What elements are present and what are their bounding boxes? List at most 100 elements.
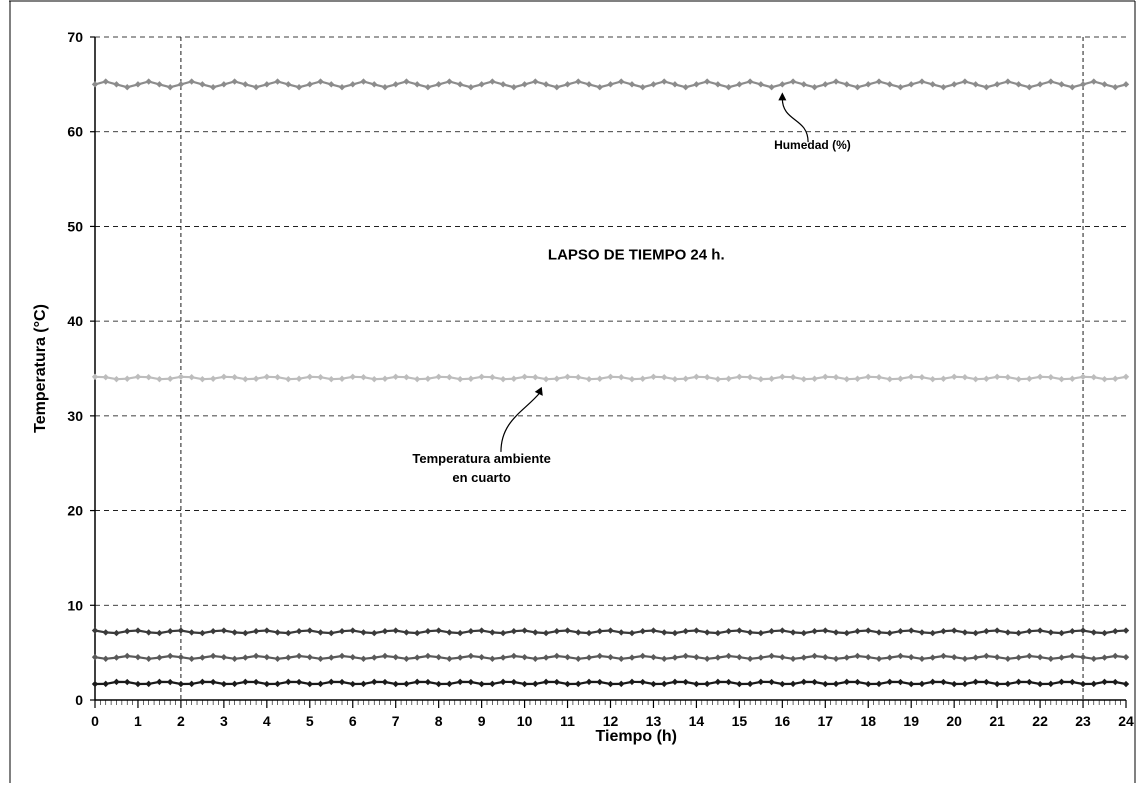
series-3-point bbox=[682, 652, 689, 660]
series-0-point bbox=[822, 81, 829, 88]
series-1-point bbox=[499, 375, 507, 383]
series-1-point bbox=[199, 375, 206, 383]
series-2-point bbox=[489, 629, 496, 636]
x-tick-label-15: 15 bbox=[732, 713, 748, 729]
series-4-point bbox=[865, 680, 872, 688]
series-1-point bbox=[865, 373, 872, 380]
series-2-point bbox=[929, 629, 936, 637]
series-2-point bbox=[800, 629, 808, 637]
series-4-point bbox=[274, 680, 281, 688]
series-4-point bbox=[499, 678, 507, 686]
series-4-point bbox=[950, 680, 958, 688]
series-4-point bbox=[811, 678, 818, 686]
series-1-point bbox=[929, 375, 936, 383]
y-tick-label-60: 60 bbox=[67, 124, 83, 140]
series-0-point bbox=[199, 81, 206, 88]
series-2-point bbox=[618, 629, 625, 636]
series-3-point bbox=[822, 653, 829, 661]
series-1-point bbox=[489, 374, 496, 381]
series-0-point bbox=[618, 78, 625, 85]
series-1-point bbox=[252, 375, 260, 382]
series-0-point bbox=[585, 81, 593, 88]
series-4-point bbox=[940, 678, 947, 686]
series-2-point bbox=[1047, 629, 1055, 636]
series-1-point bbox=[91, 373, 99, 380]
series-4-point bbox=[424, 678, 432, 686]
series-4-point bbox=[317, 680, 324, 688]
series-3-point bbox=[424, 652, 432, 660]
series-2-point bbox=[650, 627, 657, 634]
y-tick-label-40: 40 bbox=[67, 313, 83, 329]
series-0-point bbox=[499, 81, 507, 88]
series-3-point bbox=[1004, 655, 1012, 662]
series-1-point bbox=[177, 373, 185, 380]
series-0-point bbox=[349, 81, 356, 88]
series-0-point bbox=[1122, 81, 1130, 88]
series-3-point bbox=[478, 653, 485, 661]
series-4-point bbox=[1036, 680, 1044, 688]
series-1-point bbox=[1058, 375, 1065, 383]
series-0-point bbox=[156, 81, 163, 88]
series-4-point bbox=[682, 678, 689, 686]
series-4-point bbox=[757, 678, 765, 686]
series-3-point bbox=[91, 653, 99, 661]
series-0-point bbox=[703, 78, 711, 85]
series-4-point bbox=[467, 678, 475, 686]
series-1-point bbox=[392, 373, 399, 380]
series-0-point bbox=[392, 81, 399, 88]
series-4-point bbox=[618, 680, 625, 688]
series-3-point bbox=[897, 652, 904, 660]
series-1-point bbox=[703, 374, 711, 381]
series-4-point bbox=[166, 678, 174, 686]
series-1-point bbox=[435, 373, 442, 380]
series-0-point bbox=[360, 78, 367, 85]
series-4-point bbox=[371, 678, 378, 686]
series-2-point bbox=[242, 629, 249, 637]
series-2-point bbox=[542, 629, 550, 637]
series-4-point bbox=[918, 680, 926, 688]
series-1-point bbox=[263, 373, 271, 380]
series-3-point bbox=[714, 654, 722, 661]
series-0-point bbox=[564, 81, 571, 88]
series-0-point bbox=[510, 83, 518, 91]
series-1-point bbox=[542, 375, 550, 383]
series-4-point bbox=[575, 680, 582, 688]
series-4-point bbox=[91, 680, 99, 688]
series-0-point bbox=[789, 78, 797, 85]
series-2-point bbox=[628, 629, 636, 637]
series-1-point bbox=[736, 373, 743, 380]
series-1-point bbox=[596, 375, 603, 382]
series-3-point bbox=[703, 655, 711, 662]
series-3-point bbox=[618, 655, 625, 662]
series-4-point bbox=[1122, 680, 1130, 688]
series-2-point bbox=[682, 628, 689, 635]
series-1-point bbox=[1112, 375, 1119, 382]
series-3-point bbox=[875, 655, 883, 662]
series-1-point bbox=[897, 375, 904, 382]
series-1-point bbox=[413, 375, 421, 383]
series-1-point bbox=[166, 375, 174, 382]
x-tick-label-0: 0 bbox=[91, 713, 99, 729]
grid-lines bbox=[95, 36, 1126, 606]
series-4-point bbox=[328, 678, 335, 686]
series-2-point bbox=[220, 627, 228, 634]
series-3-point bbox=[811, 652, 818, 660]
series-2-point bbox=[306, 627, 313, 634]
series-3-point bbox=[908, 653, 915, 661]
series-0-point bbox=[596, 83, 603, 91]
series-4-point bbox=[124, 678, 131, 686]
series-1-point bbox=[349, 373, 356, 380]
series-0-point bbox=[908, 81, 915, 88]
series-1-point bbox=[575, 374, 582, 381]
series-4-point bbox=[779, 680, 786, 688]
series-2-point bbox=[156, 629, 163, 637]
series-0-point bbox=[768, 83, 775, 91]
series-3-point bbox=[983, 652, 990, 660]
series-0-point bbox=[843, 81, 850, 88]
series-4-point bbox=[725, 678, 732, 686]
series-3-point bbox=[1036, 653, 1044, 661]
series-3-point bbox=[1112, 652, 1119, 660]
x-tick-label-23: 23 bbox=[1075, 713, 1091, 729]
series-1-point bbox=[768, 375, 775, 382]
series-0-point bbox=[338, 83, 346, 91]
